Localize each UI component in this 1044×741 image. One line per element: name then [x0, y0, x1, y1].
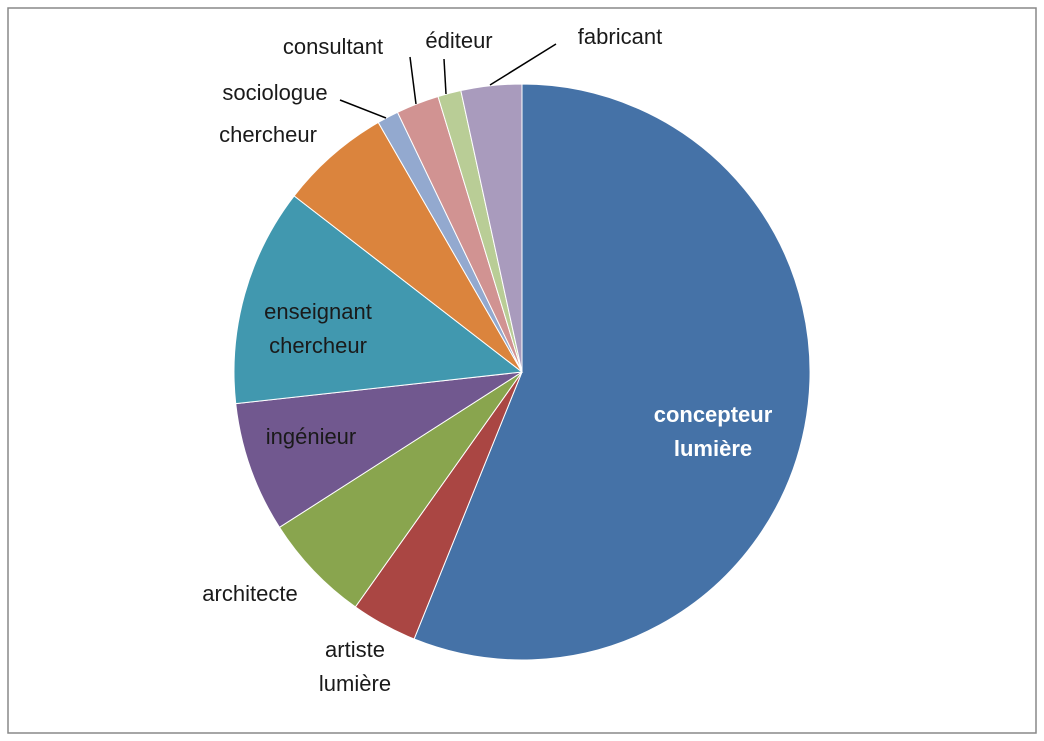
- pie-slice: [413, 83, 811, 661]
- slice-label: sociologue: [222, 80, 328, 105]
- slice-label: chercheur: [219, 122, 317, 147]
- leader-line: [409, 56, 417, 105]
- slice-label: architecte: [202, 581, 298, 606]
- pie-slice: [460, 83, 523, 373]
- leader-line: [339, 99, 387, 119]
- leader-line: [489, 43, 557, 86]
- pie-slice: [233, 195, 524, 405]
- leader-line: [443, 58, 447, 95]
- pie-slice: [235, 371, 523, 529]
- slice-label: éditeur: [425, 28, 493, 53]
- slice-label: fabricant: [577, 24, 663, 49]
- slice-label: ingénieur: [265, 424, 357, 449]
- slice-label: artiste lumière: [318, 637, 392, 696]
- slice-label: enseignant chercheur: [264, 299, 372, 358]
- slice-label: concepteur lumière: [653, 402, 773, 461]
- slice-label: consultant: [282, 34, 384, 59]
